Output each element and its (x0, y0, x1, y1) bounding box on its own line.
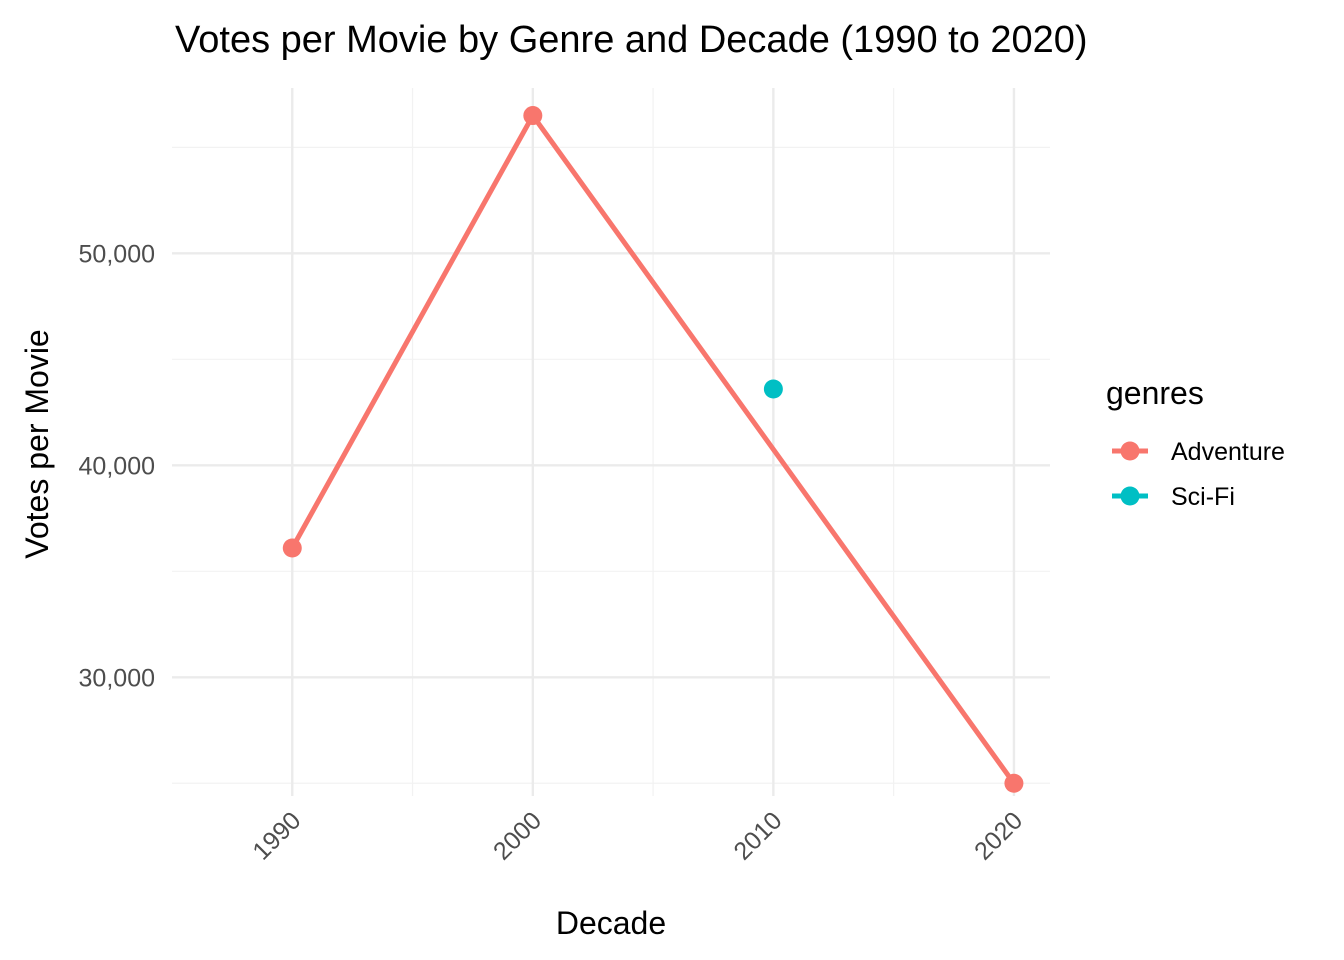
legend-title: genres (1106, 375, 1204, 411)
x-axis-ticks: 1990 2000 2010 2020 (247, 806, 1028, 865)
x-tick-label: 2010 (728, 806, 787, 865)
data-point-sci-fi (763, 379, 783, 399)
legend-item-adventure: Adventure (1112, 438, 1285, 466)
grid (172, 88, 1050, 796)
y-tick-label: 30,000 (79, 664, 155, 692)
x-axis-title: Decade (556, 905, 666, 941)
y-axis-title: Votes per Movie (19, 329, 55, 558)
plot-marks (282, 106, 1024, 793)
legend-item-sci-fi: Sci-Fi (1112, 483, 1235, 511)
y-tick-label: 50,000 (79, 240, 155, 268)
legend: genres Adventure Sci-Fi (1106, 375, 1285, 511)
data-point-adventure (1004, 773, 1024, 793)
x-tick-label: 2000 (488, 806, 547, 865)
x-tick-label: 2020 (969, 806, 1028, 865)
y-tick-label: 40,000 (79, 452, 155, 480)
legend-key-point (1120, 441, 1140, 461)
chart-title: Votes per Movie by Genre and Decade (199… (175, 19, 1088, 61)
x-tick-label: 1990 (247, 806, 306, 865)
data-point-adventure (523, 106, 543, 126)
legend-key-point (1120, 486, 1140, 506)
legend-label: Adventure (1171, 438, 1285, 466)
legend-label: Sci-Fi (1171, 483, 1235, 511)
data-point-adventure (282, 538, 302, 558)
legend-items: Adventure Sci-Fi (1112, 438, 1285, 511)
y-axis-ticks: 30,000 40,000 50,000 (79, 240, 155, 692)
